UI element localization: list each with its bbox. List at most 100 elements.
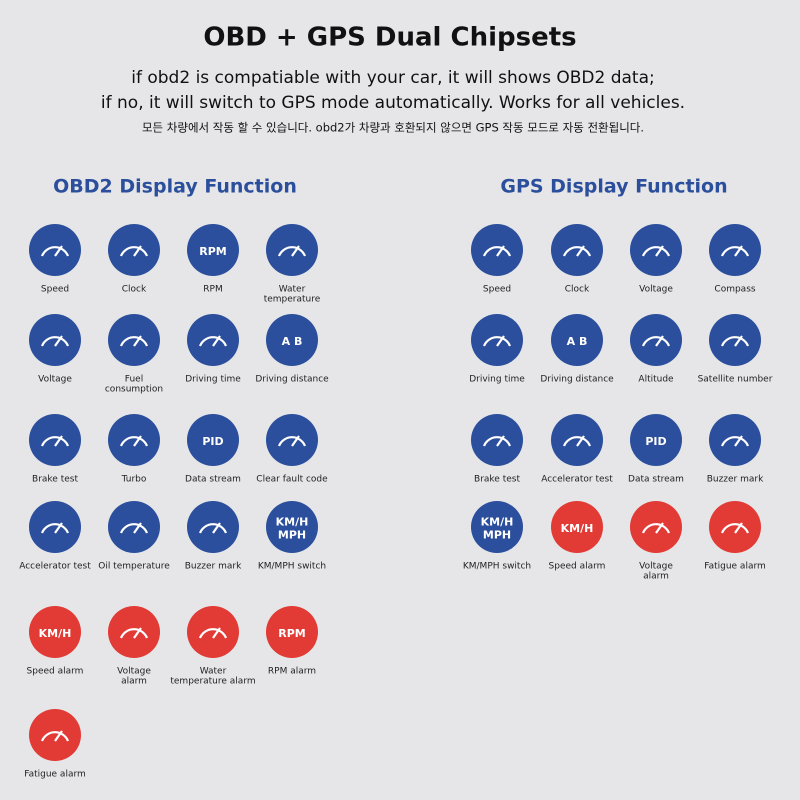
icon-circle xyxy=(630,224,682,276)
icon-label: Turbo xyxy=(121,475,147,485)
icon-glyph xyxy=(119,245,149,257)
icon-glyph xyxy=(119,335,149,347)
icon-circle xyxy=(187,606,239,658)
icon-glyph xyxy=(641,245,671,257)
icon-circle xyxy=(471,501,523,553)
icon-label: Brake test xyxy=(32,475,78,485)
icon-label: alarm xyxy=(121,677,147,687)
icon-circle xyxy=(187,501,239,553)
icon-circle xyxy=(187,414,239,466)
icon-circle xyxy=(29,314,81,366)
icon-label: Voltage xyxy=(38,375,72,385)
icon-text: KM/H xyxy=(276,516,309,529)
icon-glyph xyxy=(641,522,671,534)
icon-label: Speed alarm xyxy=(27,667,84,677)
icon-label: Buzzer mark xyxy=(707,475,764,485)
icon-circle xyxy=(709,314,761,366)
icon-circle xyxy=(551,501,603,553)
icon-glyph xyxy=(198,627,228,639)
icon-circle xyxy=(29,606,81,658)
icon-label: Driving time xyxy=(469,375,525,385)
icon-glyph xyxy=(40,522,70,534)
icon-circle xyxy=(709,414,761,466)
icon-circle xyxy=(551,314,603,366)
icon-glyph xyxy=(720,435,750,447)
icon-label: Speed alarm xyxy=(549,562,606,572)
icon-circle xyxy=(551,414,603,466)
icon-circle xyxy=(29,501,81,553)
icon-text: PID xyxy=(202,435,223,448)
icon-label: Data stream xyxy=(628,475,684,485)
icon-label: Satellite number xyxy=(698,375,773,385)
icon-circle xyxy=(709,501,761,553)
icon-glyph xyxy=(40,335,70,347)
icon-glyph xyxy=(198,335,228,347)
icon-label: Driving distance xyxy=(255,375,329,385)
icon-label: Water xyxy=(200,667,227,677)
section-title: GPS Display Function xyxy=(500,176,727,198)
icon-label: Clock xyxy=(122,285,147,295)
icon-glyph xyxy=(482,335,512,347)
icon-text: MPH xyxy=(278,529,306,542)
icon-circle xyxy=(630,414,682,466)
subtitle-line: 모든 차량에서 작동 할 수 있습니다. obd2가 차량과 호환되지 않으면 … xyxy=(142,121,644,135)
icon-circle xyxy=(108,224,160,276)
icon-circle xyxy=(187,314,239,366)
icon-glyph xyxy=(119,435,149,447)
icon-circle xyxy=(266,414,318,466)
icon-circle xyxy=(29,709,81,761)
icon-label: temperature alarm xyxy=(170,677,255,687)
icon-label: Driving distance xyxy=(540,375,614,385)
icon-glyph xyxy=(482,245,512,257)
icon-glyph xyxy=(277,435,307,447)
icon-text: A B xyxy=(282,335,303,348)
icon-label: Data stream xyxy=(185,475,241,485)
icon-glyph xyxy=(119,627,149,639)
icon-text: KM/H xyxy=(39,627,72,640)
icon-circle xyxy=(630,501,682,553)
icon-label: Compass xyxy=(714,285,755,295)
icon-text: A B xyxy=(567,335,588,348)
icon-circle xyxy=(108,414,160,466)
icon-circle xyxy=(709,224,761,276)
icon-circle xyxy=(266,501,318,553)
icon-label: KM/MPH switch xyxy=(463,562,531,572)
icon-text: RPM xyxy=(199,245,226,258)
section-title: OBD2 Display Function xyxy=(53,176,297,198)
icon-circle xyxy=(29,224,81,276)
icon-label: Accelerator test xyxy=(541,475,613,485)
icon-circle xyxy=(266,314,318,366)
icon-label: alarm xyxy=(643,572,669,582)
icon-label: Altitude xyxy=(638,375,674,385)
icon-glyph xyxy=(198,522,228,534)
icon-glyph xyxy=(40,730,70,742)
icon-label: Fuel xyxy=(125,375,143,385)
icon-label: Driving time xyxy=(185,375,241,385)
icon-label: Speed xyxy=(483,285,511,295)
icon-text: KM/H xyxy=(561,522,594,535)
icon-text: RPM xyxy=(278,627,305,640)
icon-glyph xyxy=(119,522,149,534)
icon-glyph xyxy=(720,335,750,347)
icon-circle xyxy=(108,501,160,553)
icon-glyph xyxy=(641,335,671,347)
icon-label: temperature xyxy=(264,295,321,305)
icon-circle xyxy=(187,224,239,276)
subtitle-line: if no, it will switch to GPS mode automa… xyxy=(101,93,685,113)
icon-glyph xyxy=(40,435,70,447)
icon-label: Water xyxy=(279,285,306,295)
icon-circle xyxy=(551,224,603,276)
icon-label: Brake test xyxy=(474,475,520,485)
title: OBD + GPS Dual Chipsets xyxy=(203,23,576,53)
icon-label: Voltage xyxy=(639,285,673,295)
icon-label: Fatigue alarm xyxy=(24,770,86,780)
icon-label: Oil temperature xyxy=(98,562,170,572)
icon-circle xyxy=(266,224,318,276)
icon-label: RPM xyxy=(203,285,222,295)
icon-label: Voltage xyxy=(639,562,673,572)
icon-text: MPH xyxy=(483,529,511,542)
icon-label: Clock xyxy=(565,285,590,295)
